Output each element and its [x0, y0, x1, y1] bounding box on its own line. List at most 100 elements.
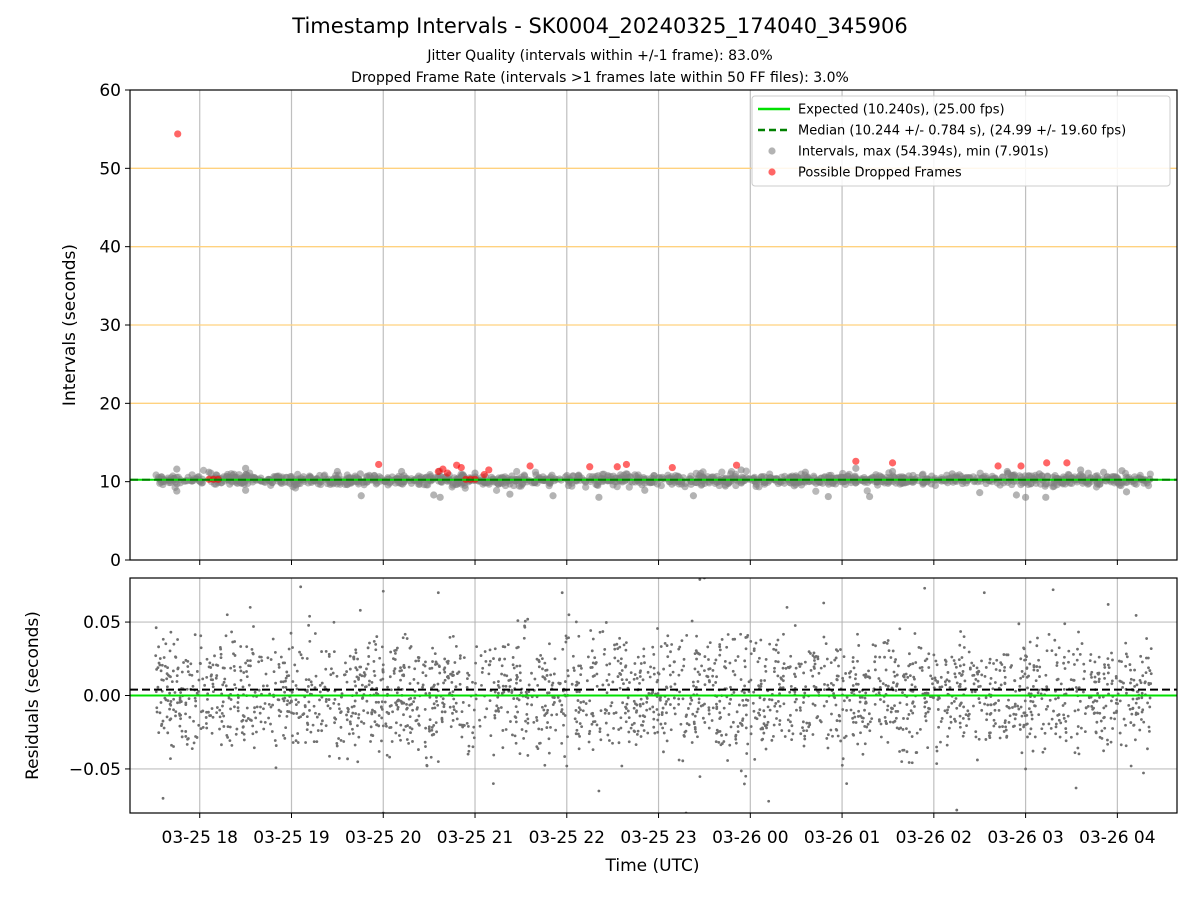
residual-point	[1004, 728, 1008, 732]
residual-point	[624, 720, 628, 724]
residual-point	[622, 682, 625, 686]
residual-point	[935, 663, 939, 667]
dropped-frame-point	[443, 469, 452, 477]
residual-point	[995, 658, 999, 662]
residual-point	[504, 684, 508, 688]
residual-point	[1112, 711, 1116, 715]
residual-point	[997, 708, 1001, 712]
residual-point	[176, 666, 180, 670]
residual-point	[392, 671, 396, 675]
residual-point	[1014, 713, 1018, 716]
residual-point	[199, 710, 203, 714]
residual-point	[246, 717, 250, 720]
residual-point	[1048, 698, 1052, 702]
residual-point	[652, 717, 656, 721]
residual-point	[790, 724, 794, 728]
residual-point	[1136, 690, 1140, 693]
residual-point	[259, 655, 263, 659]
residual-point	[281, 697, 285, 701]
residual-point	[1054, 722, 1058, 726]
residual-point	[700, 664, 703, 668]
residual-point	[1076, 725, 1080, 728]
residual-point	[388, 675, 392, 679]
residual-point	[579, 673, 583, 677]
residual-point	[891, 707, 894, 710]
residual-point	[281, 680, 285, 684]
residual-point	[318, 683, 322, 687]
residual-point	[163, 664, 167, 668]
residual-point	[454, 701, 458, 705]
residual-point	[278, 714, 281, 718]
interval-point	[1144, 481, 1153, 490]
residual-point	[175, 674, 179, 677]
residual-point	[441, 701, 445, 705]
residual-point	[284, 726, 288, 730]
residual-point	[474, 661, 477, 665]
residual-point	[665, 739, 669, 743]
residual-point	[397, 698, 400, 702]
residual-point	[174, 710, 178, 714]
residual-point	[522, 736, 526, 740]
residual-point	[1029, 710, 1033, 714]
residual-point	[729, 685, 732, 689]
residual-point	[356, 760, 360, 764]
residual-point	[613, 643, 616, 647]
residual-point	[492, 657, 495, 660]
residual-point	[1120, 660, 1123, 664]
residual-point	[710, 719, 714, 722]
residual-point	[883, 655, 886, 659]
residual-point	[1003, 719, 1007, 723]
residual-point	[678, 645, 682, 649]
residual-point	[506, 710, 510, 714]
residual-point	[241, 714, 245, 717]
residual-point	[613, 656, 617, 660]
residual-point	[257, 688, 261, 692]
residual-point	[236, 709, 240, 713]
residual-point	[832, 683, 835, 687]
residual-point	[1053, 638, 1057, 642]
residual-point	[856, 742, 860, 746]
residual-point	[317, 712, 321, 716]
residual-point	[789, 720, 792, 724]
residual-point	[954, 675, 957, 679]
residual-point	[841, 679, 845, 683]
residual-point	[740, 722, 744, 726]
interval-point	[755, 483, 763, 491]
residual-point	[905, 727, 908, 731]
residual-point	[773, 704, 777, 708]
residual-point	[232, 665, 236, 668]
residual-point	[829, 681, 833, 685]
residual-point	[209, 678, 213, 681]
residual-point	[734, 741, 738, 745]
residual-point	[342, 740, 346, 743]
residual-point	[438, 665, 441, 669]
residual-point	[665, 711, 668, 715]
residual-point	[155, 710, 159, 714]
residual-point	[297, 716, 301, 720]
residual-point	[1102, 749, 1106, 753]
residual-point	[374, 642, 378, 646]
residual-point	[261, 684, 265, 688]
residual-point	[695, 634, 698, 638]
residual-point	[211, 685, 215, 689]
residual-point	[657, 672, 661, 676]
residual-point	[958, 704, 962, 707]
residual-point	[423, 740, 427, 744]
residual-point	[718, 653, 722, 657]
residual-point	[385, 724, 388, 728]
residual-point	[314, 674, 318, 678]
residual-point	[856, 659, 859, 663]
residual-point	[1076, 746, 1080, 750]
residual-point	[984, 696, 988, 700]
residual-point	[1075, 689, 1079, 693]
residual-point	[754, 641, 758, 645]
residual-point	[656, 718, 660, 722]
dropped-frame-point	[1017, 462, 1025, 470]
residual-point	[165, 685, 169, 689]
residual-point	[540, 727, 544, 731]
residual-point	[1066, 714, 1070, 718]
residual-point	[678, 690, 681, 694]
residual-point	[1067, 649, 1071, 653]
residual-point	[501, 729, 505, 732]
residual-point	[307, 623, 311, 627]
